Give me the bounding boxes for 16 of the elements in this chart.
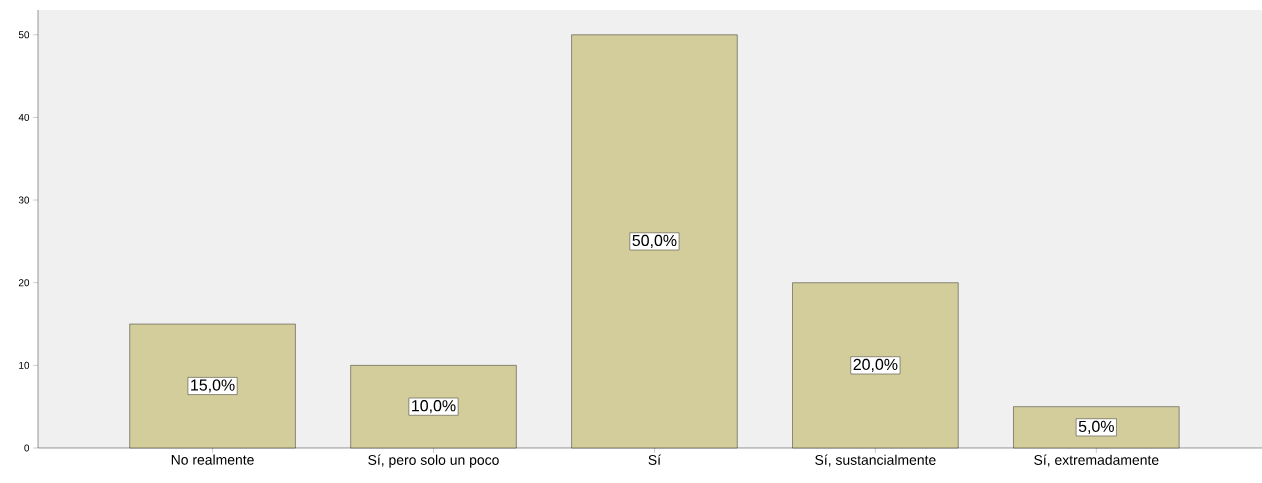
x-tick-label: Sí, extremadamente — [1034, 454, 1159, 467]
y-tick-label: 10 — [19, 361, 30, 369]
data-label: 10,0% — [412, 400, 456, 414]
data-label: 20,0% — [853, 358, 898, 372]
x-tick-label: Sí, sustancialmente — [815, 454, 936, 467]
x-tick-label: Sí, pero solo un poco — [368, 454, 499, 468]
y-tick-label: 50 — [18, 31, 30, 39]
data-label: 15,0% — [191, 379, 235, 393]
y-tick-label: 20 — [18, 279, 30, 287]
y-tick-label: 30 — [18, 196, 30, 204]
data-label: 50,0% — [632, 234, 677, 248]
y-tick-label: 0 — [24, 444, 30, 452]
x-tick-label: Sí — [648, 454, 661, 465]
data-label: 5,0% — [1078, 420, 1114, 434]
y-tick-label: 40 — [18, 113, 30, 121]
x-tick-label: No realmente — [171, 454, 254, 465]
